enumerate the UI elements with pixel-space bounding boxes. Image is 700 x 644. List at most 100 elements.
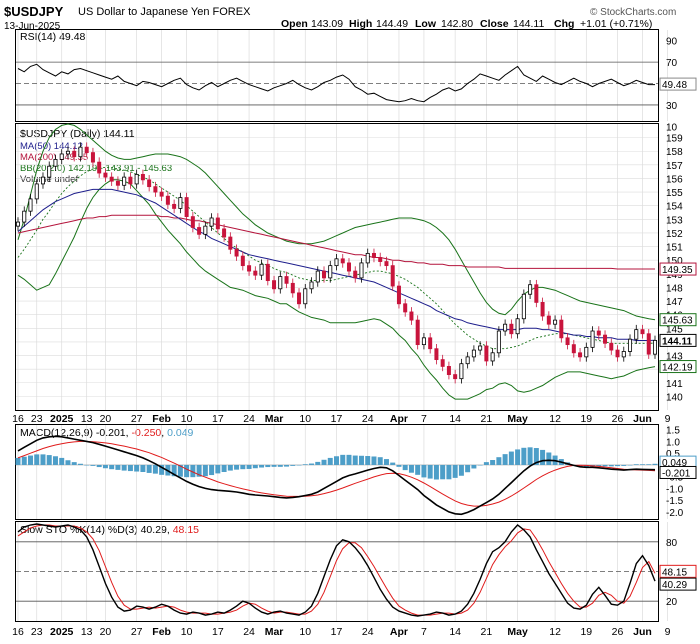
candle-up xyxy=(122,176,127,186)
macd-histogram-bar xyxy=(402,464,408,471)
candle-down xyxy=(253,270,258,276)
macd-histogram-bar xyxy=(196,464,202,477)
rsi-tick: 70 xyxy=(666,58,678,69)
watermark: © StockCharts.com xyxy=(590,7,676,18)
price-title: $USDJPY (Daily) 144.11 xyxy=(20,128,135,140)
x-axis-label: 9 xyxy=(665,413,671,425)
x-axis-label: 21 xyxy=(481,626,493,638)
macd-histogram-bar xyxy=(140,464,146,472)
price-tick: 156 xyxy=(666,174,683,185)
x-axis-label: 23 xyxy=(31,626,43,638)
macd-last-value: -0.201 xyxy=(662,468,691,479)
macd-histogram-bar xyxy=(315,461,321,465)
symbol: $USDJPY xyxy=(4,4,64,19)
macd-histogram-bar xyxy=(352,455,358,465)
candle-up xyxy=(471,349,476,358)
macd-tick: -1.0 xyxy=(666,484,684,495)
x-axis-label: 10 xyxy=(181,626,193,638)
candle-down xyxy=(446,366,451,375)
macd-histogram-bar xyxy=(415,464,421,475)
x-axis-label: 13 xyxy=(81,413,93,425)
macd-line xyxy=(17,435,656,516)
macd-histogram-bar xyxy=(640,464,646,465)
x-axis-label: 10 xyxy=(299,626,311,638)
macd-histogram-bar xyxy=(21,456,27,465)
low-value: 142.80 xyxy=(441,18,473,30)
bb-mid-line xyxy=(17,167,656,350)
candle-up xyxy=(203,225,208,235)
macd-histogram-bar xyxy=(59,457,65,465)
candle-up xyxy=(334,258,339,267)
x-axis-label: 13 xyxy=(81,626,93,638)
price-tick: 141 xyxy=(666,379,683,390)
bb-upper-last-value: 145.63 xyxy=(662,316,693,327)
candle-down xyxy=(428,337,433,350)
price-tick: 155 xyxy=(666,188,683,199)
candle-up xyxy=(515,318,520,335)
candle-down xyxy=(534,284,539,303)
x-axis-label: 12 xyxy=(549,626,561,638)
x-axis-label: 16 xyxy=(12,413,24,425)
candle-up xyxy=(628,338,633,352)
macd-histogram-bar xyxy=(15,457,21,465)
x-axis-label: 9 xyxy=(665,626,671,638)
rsi-tick: 90 xyxy=(666,37,678,48)
price-tick: 148 xyxy=(666,283,683,294)
candle-down xyxy=(615,349,620,358)
macd-histogram-bar xyxy=(259,464,265,468)
x-axis-label: 24 xyxy=(243,626,255,638)
candle-up xyxy=(528,284,533,295)
macd-tick: 1.5 xyxy=(666,426,680,437)
candle-up xyxy=(328,265,333,279)
sto-k-last-value-box xyxy=(659,577,697,591)
macd-histogram-bar xyxy=(102,464,108,469)
macd-histogram-bar xyxy=(340,454,346,465)
macd-histogram-bar xyxy=(371,456,377,465)
candle-down xyxy=(234,248,239,257)
candle-down xyxy=(197,227,202,235)
macd-histogram-bar xyxy=(27,455,33,465)
candle-down xyxy=(571,344,576,354)
candle-up xyxy=(309,281,314,290)
candle-up xyxy=(478,345,483,351)
candle-up xyxy=(621,351,626,358)
x-axis-label: 17 xyxy=(212,413,224,425)
candle-up xyxy=(59,153,64,160)
candle-down xyxy=(240,255,245,267)
x-axis-label: 2025 xyxy=(50,626,74,638)
macd-panel-frame xyxy=(15,424,659,520)
candle-down xyxy=(128,176,133,185)
candle-down xyxy=(390,265,395,287)
candle-up xyxy=(590,330,595,348)
price-tick: 151 xyxy=(666,243,683,254)
candle-down xyxy=(159,191,164,197)
ma50-line xyxy=(17,188,656,341)
rsi-tick: 10 xyxy=(666,122,678,133)
candle-up xyxy=(503,323,508,332)
macd-histogram-bar xyxy=(546,452,552,465)
price-tick: 143 xyxy=(666,352,683,363)
macd-histogram-bar xyxy=(46,455,52,465)
macd-tick: -1.5 xyxy=(666,496,684,507)
bb-upper-line xyxy=(17,123,656,321)
macd-histogram-bar xyxy=(427,464,433,479)
close-last-value-box xyxy=(659,333,697,347)
candle-up xyxy=(78,146,83,158)
macd-histogram-bar xyxy=(483,462,489,465)
price-tick: 159 xyxy=(666,134,683,145)
macd-histogram-bar xyxy=(396,464,402,467)
candle-up xyxy=(28,198,33,212)
x-axis-label: 7 xyxy=(421,626,427,638)
macd-histogram-bar xyxy=(365,456,371,465)
x-axis-label: 27 xyxy=(131,626,143,638)
macd-histogram-bar xyxy=(90,464,96,466)
x-axis-label: 24 xyxy=(362,626,374,638)
price-tick: 140 xyxy=(666,392,683,403)
candle-down xyxy=(340,258,345,264)
macd-histogram-bar xyxy=(190,464,196,478)
macd-legend: MACD(12,26,9) -0.201, -0.250, 0.049 xyxy=(20,427,194,439)
macd-histogram-bar xyxy=(302,464,308,465)
x-axis-label: 14 xyxy=(449,413,461,425)
candle-down xyxy=(297,292,302,305)
